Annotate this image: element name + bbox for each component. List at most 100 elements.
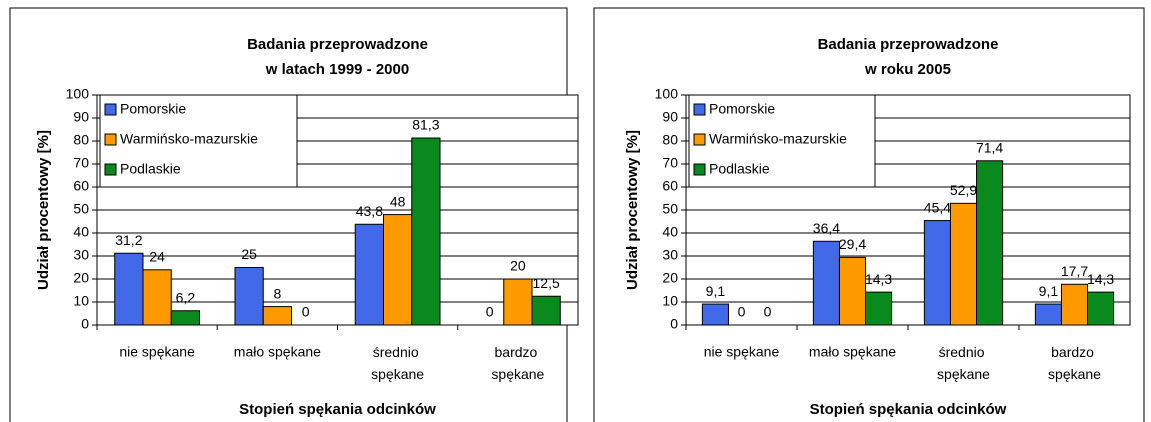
data-label: 14,3 <box>1087 271 1114 287</box>
bar <box>262 306 293 326</box>
data-label: 12,5 <box>533 275 560 291</box>
x-tick-label: bardzo spękane <box>1048 344 1101 382</box>
legend-swatch <box>104 163 117 176</box>
y-tick-label: 50 <box>662 201 678 217</box>
bar <box>1060 283 1089 326</box>
bar <box>701 303 729 326</box>
data-label: 0 <box>764 304 772 320</box>
legend <box>688 94 876 188</box>
y-tick-label: 100 <box>66 86 90 102</box>
legend-swatch <box>104 133 117 146</box>
chart: Badania przeprowadzone w latach 1999 - 20… <box>9 7 579 422</box>
legend-label: Pomorskie <box>120 101 186 117</box>
y-tick-label: 60 <box>662 178 678 194</box>
y-tick-label: 70 <box>662 155 678 171</box>
data-label: 0 <box>486 304 494 320</box>
bar <box>411 137 441 326</box>
y-tick-label: 60 <box>73 178 89 194</box>
chart-title: Badania przeprowadzone <box>247 36 428 53</box>
legend-swatch <box>693 163 706 176</box>
y-tick-label: 90 <box>73 109 89 125</box>
chart-title: Badania przeprowadzone <box>818 36 999 53</box>
legend-label: Warmińsko-mazurskie <box>709 131 847 147</box>
x-tick-label: nie spękane <box>704 344 780 360</box>
bar <box>865 291 893 326</box>
data-label: 29,4 <box>839 236 866 252</box>
y-tick-label: 10 <box>73 293 89 309</box>
y-tick-label: 40 <box>662 224 678 240</box>
bar <box>923 220 951 326</box>
data-label: 14,3 <box>865 271 892 287</box>
bar <box>503 278 533 326</box>
x-tick-label: bardzo spękane <box>491 344 544 382</box>
chart-title: w roku 2005 <box>864 61 951 78</box>
data-label: 31,2 <box>115 232 142 248</box>
y-tick-label: 30 <box>73 247 89 263</box>
y-tick-label: 0 <box>81 316 89 332</box>
legend-label: Podlaskie <box>709 161 770 177</box>
x-axis-label: Stopień spękania odcinków <box>239 401 436 418</box>
legend-label: Podlaskie <box>120 161 181 177</box>
bar <box>976 160 1004 326</box>
bar <box>234 267 264 326</box>
chart-title: w latach 1999 - 2000 <box>265 61 409 78</box>
bar <box>531 295 561 326</box>
data-label: 17,7 <box>1061 263 1088 279</box>
y-tick-label: 30 <box>662 247 678 263</box>
x-tick-label: mało spękane <box>234 344 321 360</box>
data-label: 36,4 <box>813 220 840 236</box>
bar <box>354 223 384 326</box>
x-tick-label: średnio spękane <box>371 344 424 382</box>
data-label: 71,4 <box>976 139 1003 155</box>
y-tick-label: 80 <box>662 132 678 148</box>
data-label: 24 <box>149 249 165 265</box>
y-tick-label: 20 <box>73 270 89 286</box>
chart: Badania przeprowadzone w roku 2005 0 10 20 30… <box>593 7 1145 422</box>
data-label: 48 <box>390 193 406 209</box>
data-label: 45,4 <box>924 199 951 215</box>
legend-swatch <box>693 133 706 146</box>
y-tick-label: 100 <box>655 86 679 102</box>
y-tick-label: 10 <box>662 293 678 309</box>
y-tick-label: 90 <box>662 109 678 125</box>
y-tick-label: 20 <box>662 270 678 286</box>
data-label: 0 <box>738 304 746 320</box>
bar <box>1034 303 1062 326</box>
y-tick-label: 0 <box>670 316 678 332</box>
bar <box>812 240 840 326</box>
data-label: 43,8 <box>356 203 383 219</box>
bar <box>170 310 201 326</box>
bar <box>838 256 867 326</box>
legend-label: Pomorskie <box>709 101 775 117</box>
legend-swatch <box>104 103 117 116</box>
x-tick-label: nie spękane <box>119 344 195 360</box>
x-tick-label: mało spękane <box>809 344 896 360</box>
data-label: 52,9 <box>950 182 977 198</box>
data-label: 20 <box>510 258 526 274</box>
data-label: 81,3 <box>412 117 439 133</box>
y-tick-label: 70 <box>73 155 89 171</box>
y-axis-label: Udział procentowy [%] <box>35 130 52 290</box>
x-tick-label: średnio spękane <box>937 344 990 382</box>
y-tick-label: 40 <box>73 224 89 240</box>
bar <box>142 269 172 326</box>
data-label: 9,1 <box>706 283 726 299</box>
legend-swatch <box>693 103 706 116</box>
bar <box>949 202 978 326</box>
data-label: 9,1 <box>1039 283 1059 299</box>
legend <box>99 94 298 188</box>
data-label: 8 <box>273 285 281 301</box>
x-axis-label: Stopień spękania odcinków <box>810 401 1007 418</box>
data-label: 0 <box>302 304 310 320</box>
legend-label: Warmińsko-mazurskie <box>120 131 258 147</box>
y-tick-label: 80 <box>73 132 89 148</box>
data-label: 6,2 <box>176 289 196 305</box>
data-label: 25 <box>241 246 257 262</box>
bar <box>382 214 413 326</box>
y-axis-label: Udział procentowy [%] <box>624 130 641 290</box>
bar <box>114 252 144 326</box>
y-tick-label: 50 <box>73 201 89 217</box>
bar <box>1087 291 1115 326</box>
